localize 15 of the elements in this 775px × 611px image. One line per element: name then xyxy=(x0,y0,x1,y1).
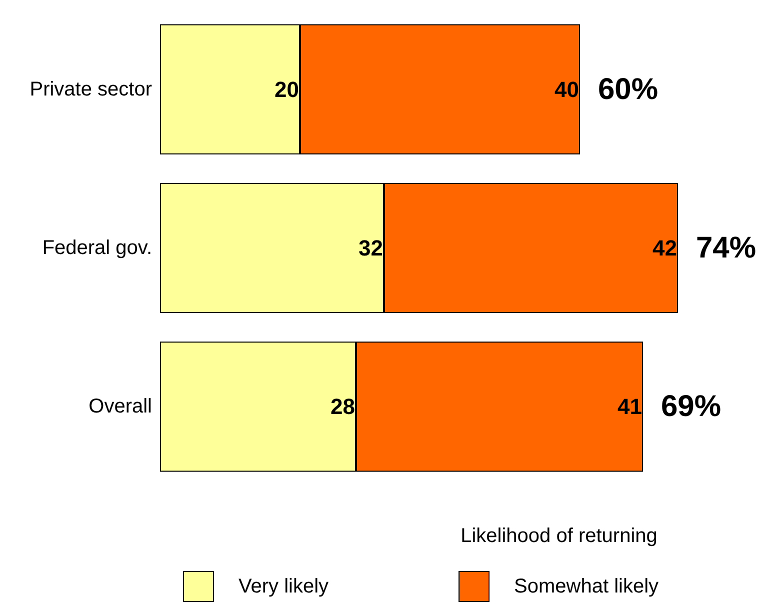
data-label: 42 xyxy=(652,236,677,260)
y-tick-label: Federal gov. xyxy=(42,237,152,259)
data-label: 32 xyxy=(358,236,383,260)
x-axis-title: Likelihood of returning xyxy=(460,525,658,547)
legend-label: Somewhat likely xyxy=(514,576,659,598)
y-tick-label: Private sector xyxy=(30,78,152,100)
total-label: 60% xyxy=(598,72,658,106)
total-label: 74% xyxy=(696,232,756,264)
y-tick-label: Overall xyxy=(88,396,152,418)
data-label: 28 xyxy=(330,394,355,420)
data-label: 20 xyxy=(274,76,299,102)
data-label: 41 xyxy=(618,394,642,420)
legend-label: Very likely xyxy=(238,576,329,598)
data-label: 40 xyxy=(554,76,579,102)
total-label: 69% xyxy=(661,390,722,424)
